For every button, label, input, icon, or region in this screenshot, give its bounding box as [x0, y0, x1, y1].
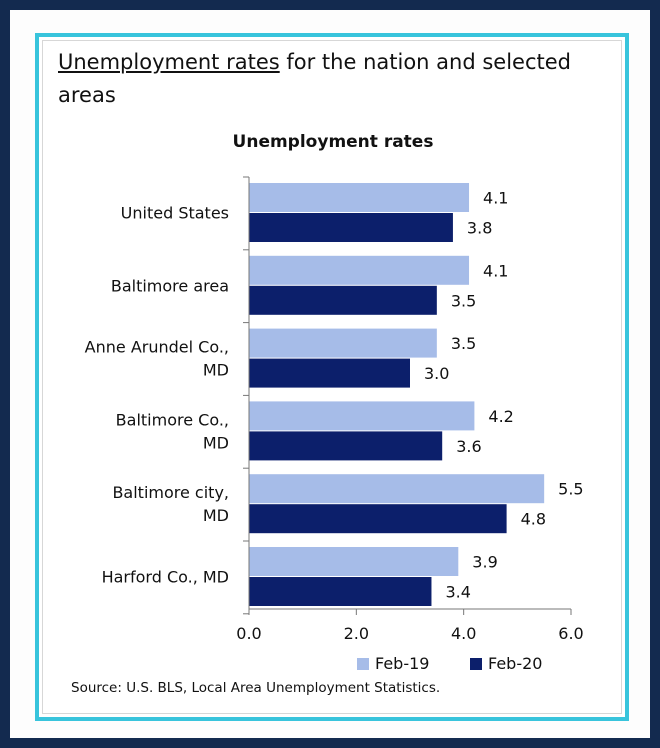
source-note: Source: U.S. BLS, Local Area Unemploymen…: [71, 680, 441, 696]
data-label: 5.5: [558, 480, 583, 499]
x-tick-label: 6.0: [558, 624, 583, 643]
data-label: 3.9: [472, 553, 497, 572]
data-label: 3.5: [451, 334, 476, 353]
bar-feb-19: [249, 474, 545, 504]
heading-underlined: Unemployment rates: [58, 50, 280, 74]
category-label: United States: [121, 204, 229, 223]
data-label: 3.8: [467, 219, 492, 238]
data-label: 4.1: [483, 189, 508, 208]
legend-swatch-feb-19: [357, 658, 369, 670]
category-label: Baltimore city,: [112, 483, 229, 502]
bar-feb-20: [249, 285, 437, 315]
bar-feb-20: [249, 577, 432, 606]
bar-feb-19: [249, 547, 459, 576]
bar-feb-19: [249, 183, 470, 212]
page-heading: Unemployment rates for the nation and se…: [58, 46, 603, 112]
chart-title: Unemployment rates: [233, 132, 434, 152]
x-tick-label: 2.0: [344, 624, 369, 643]
category-label: Baltimore area: [111, 276, 229, 295]
category-label: Anne Arundel Co.,: [85, 338, 229, 357]
category-label: Harford Co., MD: [102, 568, 229, 587]
category-label: MD: [203, 433, 229, 452]
data-label: 4.8: [521, 510, 546, 529]
heading-rest: for the nation and selected areas: [58, 50, 571, 107]
category-label: Baltimore Co.,: [116, 410, 229, 429]
data-label: 3.0: [424, 364, 449, 383]
data-label: 3.5: [451, 291, 476, 310]
legend-label: Feb-19: [375, 654, 429, 673]
bar-feb-20: [249, 213, 453, 242]
x-tick-label: 0.0: [236, 624, 261, 643]
bar-feb-20: [249, 431, 443, 461]
legend-label: Feb-20: [488, 654, 542, 673]
data-label: 3.6: [456, 437, 481, 456]
bar-feb-20: [249, 358, 410, 388]
data-label: 3.4: [445, 583, 470, 602]
x-tick-label: 4.0: [451, 624, 476, 643]
data-label: 4.2: [488, 407, 513, 426]
data-label: 4.1: [483, 261, 508, 280]
bar-feb-19: [249, 401, 475, 431]
bar-feb-19: [249, 328, 437, 358]
legend-swatch-feb-20: [470, 658, 482, 670]
category-label: MD: [203, 506, 229, 525]
bar-feb-20: [249, 504, 507, 534]
bar-feb-19: [249, 255, 470, 285]
category-label: MD: [203, 361, 229, 380]
